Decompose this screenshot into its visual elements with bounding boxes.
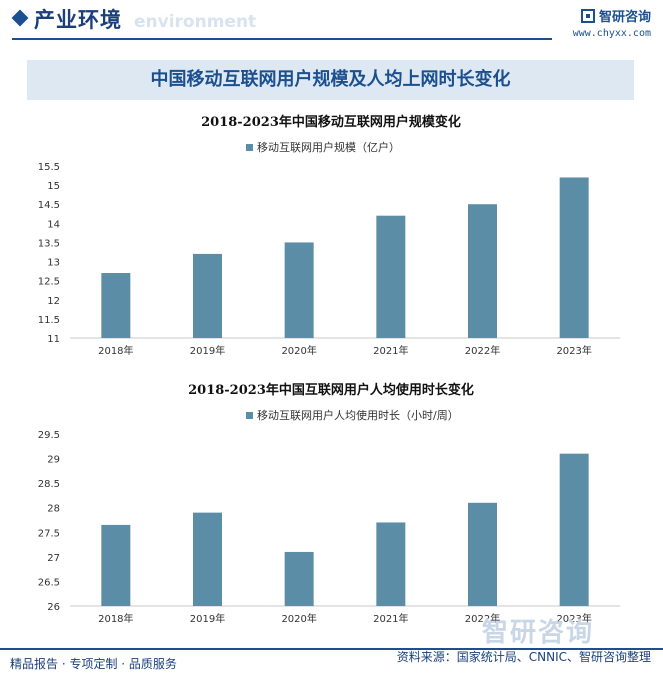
bar-2020年 (284, 242, 314, 338)
x-tick-label: 2023年 (556, 612, 591, 625)
bar-2021年 (376, 215, 406, 338)
bar-2018年 (101, 273, 131, 338)
x-tick-label: 2020年 (281, 612, 316, 625)
bar-2023年 (559, 453, 589, 606)
y-tick-label: 27 (47, 553, 60, 564)
brand-name: 智研咨询 (598, 10, 651, 25)
chart-title: 2018-2023年中国移动互联网用户规模变化 (201, 114, 461, 130)
y-tick-label: 12 (47, 296, 60, 307)
figure-banner-title: 中国移动互联网用户规模及人均上网时长变化 (27, 60, 634, 100)
x-tick-label: 2020年 (281, 344, 316, 357)
x-tick-label: 2018年 (98, 612, 133, 625)
bar-2021年 (376, 522, 406, 606)
y-tick-label: 29 (47, 455, 60, 466)
chart-title: 2018-2023年中国互联网用户人均使用时长变化 (188, 382, 474, 398)
y-tick-label: 29.5 (38, 430, 60, 441)
y-tick-label: 14 (47, 219, 60, 230)
bar-2022年 (468, 502, 497, 606)
brand-url: www.chyxx.com (572, 28, 651, 39)
footer-slogan: 精品报告 · 专项定制 · 品质服务 (10, 657, 177, 671)
y-tick-label: 15.5 (38, 162, 60, 173)
legend-label: 移动互联网用户规模（亿户） (257, 140, 400, 154)
bar-2019年 (193, 253, 222, 338)
footer-rule (0, 648, 663, 650)
footer-source: 资料来源：国家统计局、CNNIC、智研咨询整理 (396, 650, 651, 664)
y-tick-label: 11.5 (38, 315, 60, 326)
x-tick-label: 2021年 (373, 612, 408, 625)
x-tick-label: 2022年 (465, 612, 500, 625)
y-tick-label: 26 (47, 602, 60, 613)
legend-label: 移动互联网用户人均使用时长（小时/周） (257, 408, 459, 422)
footer: 精品报告 · 专项定制 · 品质服务 资料来源：国家统计局、CNNIC、智研咨询… (0, 648, 663, 676)
y-tick-label: 12.5 (38, 277, 60, 288)
section-title: 产业环境 (34, 7, 122, 32)
x-tick-label: 2021年 (373, 344, 408, 357)
usage-time-chart: 2018-2023年中国互联网用户人均使用时长变化移动互联网用户人均使用时长（小… (38, 382, 620, 625)
y-tick-label: 11 (47, 334, 60, 345)
bar-2023年 (559, 177, 589, 338)
bar-2020年 (284, 551, 314, 606)
y-tick-label: 28 (47, 504, 60, 515)
x-tick-label: 2019年 (190, 612, 225, 625)
brand-logo-icon (580, 8, 595, 23)
x-tick-label: 2018年 (98, 344, 133, 357)
y-tick-label: 13.5 (38, 238, 60, 249)
section-ghost-text: environment (134, 12, 257, 32)
brand-logo: 智研咨询 www.chyxx.com (573, 6, 651, 39)
y-tick-label: 27.5 (38, 528, 60, 539)
x-tick-label: 2023年 (556, 344, 591, 357)
diamond-icon (11, 9, 29, 27)
legend-swatch (246, 144, 253, 151)
x-tick-label: 2019年 (190, 344, 225, 357)
bar-2018年 (101, 524, 131, 606)
y-tick-label: 13 (47, 258, 60, 269)
y-tick-label: 26.5 (38, 577, 60, 588)
bar-2022年 (468, 204, 497, 338)
x-tick-label: 2022年 (465, 344, 500, 357)
y-tick-label: 15 (47, 181, 60, 192)
header-rule (12, 38, 552, 40)
legend-swatch (246, 412, 253, 419)
y-tick-label: 28.5 (38, 479, 60, 490)
bar-2019年 (193, 512, 222, 606)
section-header: 产业环境 environment (0, 0, 663, 44)
y-tick-label: 14.5 (38, 200, 60, 211)
watermark-text: 智研咨询 (482, 618, 595, 648)
